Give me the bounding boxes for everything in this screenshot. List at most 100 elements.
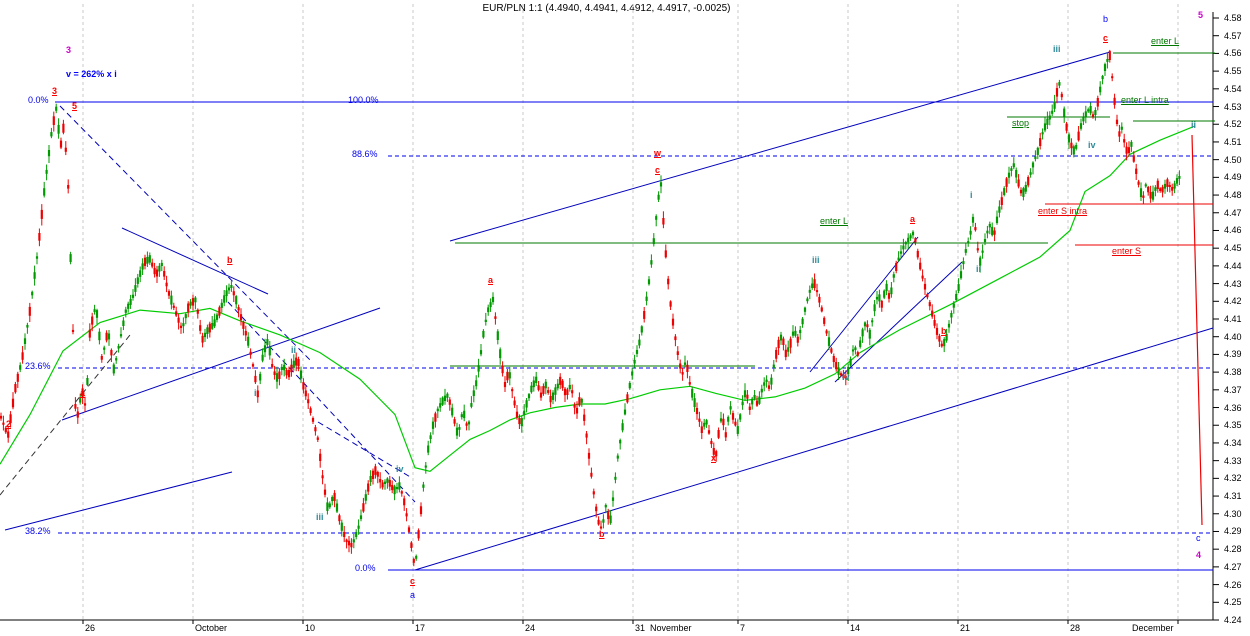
candle-body <box>218 307 221 316</box>
wave-label-c: c <box>1196 533 1201 543</box>
price-axis-label: 4.31 <box>1224 491 1242 502</box>
candle-body <box>938 335 941 342</box>
candle-body <box>295 357 298 366</box>
candle-body <box>472 390 475 397</box>
candle-body <box>633 359 636 364</box>
candle-body <box>537 385 540 390</box>
candle-body <box>1125 146 1128 154</box>
candle-body <box>698 418 701 422</box>
candle-body <box>727 416 730 422</box>
candle-body <box>700 426 703 433</box>
candle-body <box>873 304 876 312</box>
price-axis-label: 4.40 <box>1224 331 1242 342</box>
candle-body <box>263 345 267 353</box>
candle-body <box>465 423 468 426</box>
candle-body <box>532 380 535 388</box>
candle-body <box>410 542 413 548</box>
candle-body <box>784 349 787 358</box>
candle-body <box>743 390 747 398</box>
candle-body <box>131 294 135 298</box>
candle-body <box>211 323 214 329</box>
candle-body <box>1046 118 1049 125</box>
candle-body <box>1017 179 1020 187</box>
candle-body <box>943 339 946 347</box>
trade-label-stop: stop <box>1012 118 1030 128</box>
wave-label-4: 4 <box>1196 550 1202 560</box>
wave-label-v262xi: v = 262% x i <box>66 69 117 79</box>
price-axis-label: 4.41 <box>1224 314 1242 324</box>
candle-body <box>436 408 439 412</box>
wave-label-5: 5 <box>1198 10 1204 20</box>
candle-body <box>515 411 519 418</box>
candle-body <box>921 275 924 279</box>
date-axis-label: 14 <box>850 623 861 633</box>
candle-body <box>559 376 562 385</box>
candle-body <box>225 290 228 297</box>
candle-body <box>119 334 123 337</box>
candle-body <box>575 407 579 414</box>
candle-body <box>427 445 430 453</box>
wave-label-c: c <box>655 165 661 175</box>
candle-body <box>657 194 660 200</box>
wave-label-2: 2 <box>6 419 12 429</box>
candle-body <box>129 299 132 305</box>
candle-body <box>52 116 55 125</box>
candle-body <box>631 371 634 376</box>
candle-body <box>916 250 919 258</box>
price-axis-label: 4.52 <box>1224 119 1242 130</box>
candle-body <box>691 388 694 398</box>
candle-body <box>590 472 593 477</box>
candle-body <box>945 334 948 341</box>
candle-body <box>235 296 238 305</box>
candle-body <box>412 559 415 563</box>
candle-body <box>904 242 907 245</box>
candle-body <box>1051 110 1054 114</box>
candle-body <box>405 513 408 517</box>
candle-body <box>223 295 226 303</box>
candle-body <box>1120 126 1123 130</box>
candle-body <box>724 432 727 438</box>
candle-body <box>551 392 555 400</box>
price-axis-label: 4.39 <box>1224 349 1242 360</box>
date-axis-label: 10 <box>305 623 316 633</box>
candle-body <box>187 303 190 312</box>
candle-body <box>1103 64 1107 71</box>
candle-body <box>885 283 888 292</box>
trade-label-enter-L: enter L <box>1151 36 1180 46</box>
candle-body <box>830 348 833 353</box>
candle-body <box>895 262 898 271</box>
candle-body <box>429 435 432 439</box>
price-axis-label: 4.36 <box>1224 402 1242 413</box>
candle-body <box>717 430 720 438</box>
candle-body <box>755 400 759 406</box>
candle-body <box>638 339 641 346</box>
price-axis-label: 4.50 <box>1224 154 1242 165</box>
wave-label-i: i <box>254 388 257 398</box>
trade-label-enter-S-intra: enter S intra <box>1038 206 1088 216</box>
candle-body <box>55 106 58 111</box>
candle-body <box>4 427 7 433</box>
candle-body <box>9 414 12 424</box>
candle-body <box>950 313 953 318</box>
candle-body <box>607 512 610 520</box>
candle-body <box>861 329 864 337</box>
candle-body <box>731 413 735 420</box>
candle-body <box>458 427 461 430</box>
candle-body <box>993 230 996 235</box>
wave-label-3: 3 <box>52 86 58 96</box>
date-axis-label: 28 <box>1070 623 1081 633</box>
candle-body <box>446 393 449 398</box>
price-axis-label: 4.57 <box>1224 30 1242 41</box>
candle-body <box>1039 138 1042 146</box>
candle-body <box>448 399 451 405</box>
candle-body <box>923 283 927 290</box>
candle-body <box>863 322 867 327</box>
candle-body <box>443 395 447 401</box>
candle-body <box>1055 88 1059 97</box>
candle-body <box>1137 181 1140 185</box>
candle-body <box>928 302 931 307</box>
candle-body <box>391 485 394 491</box>
candle-body <box>487 307 490 313</box>
candle-body <box>302 382 305 390</box>
